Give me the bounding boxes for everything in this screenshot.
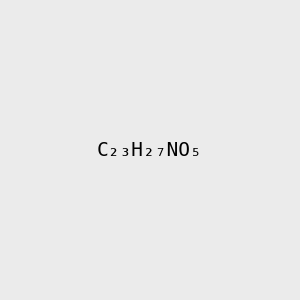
Text: C₂₃H₂₇NO₅: C₂₃H₂₇NO₅ [97, 140, 203, 160]
